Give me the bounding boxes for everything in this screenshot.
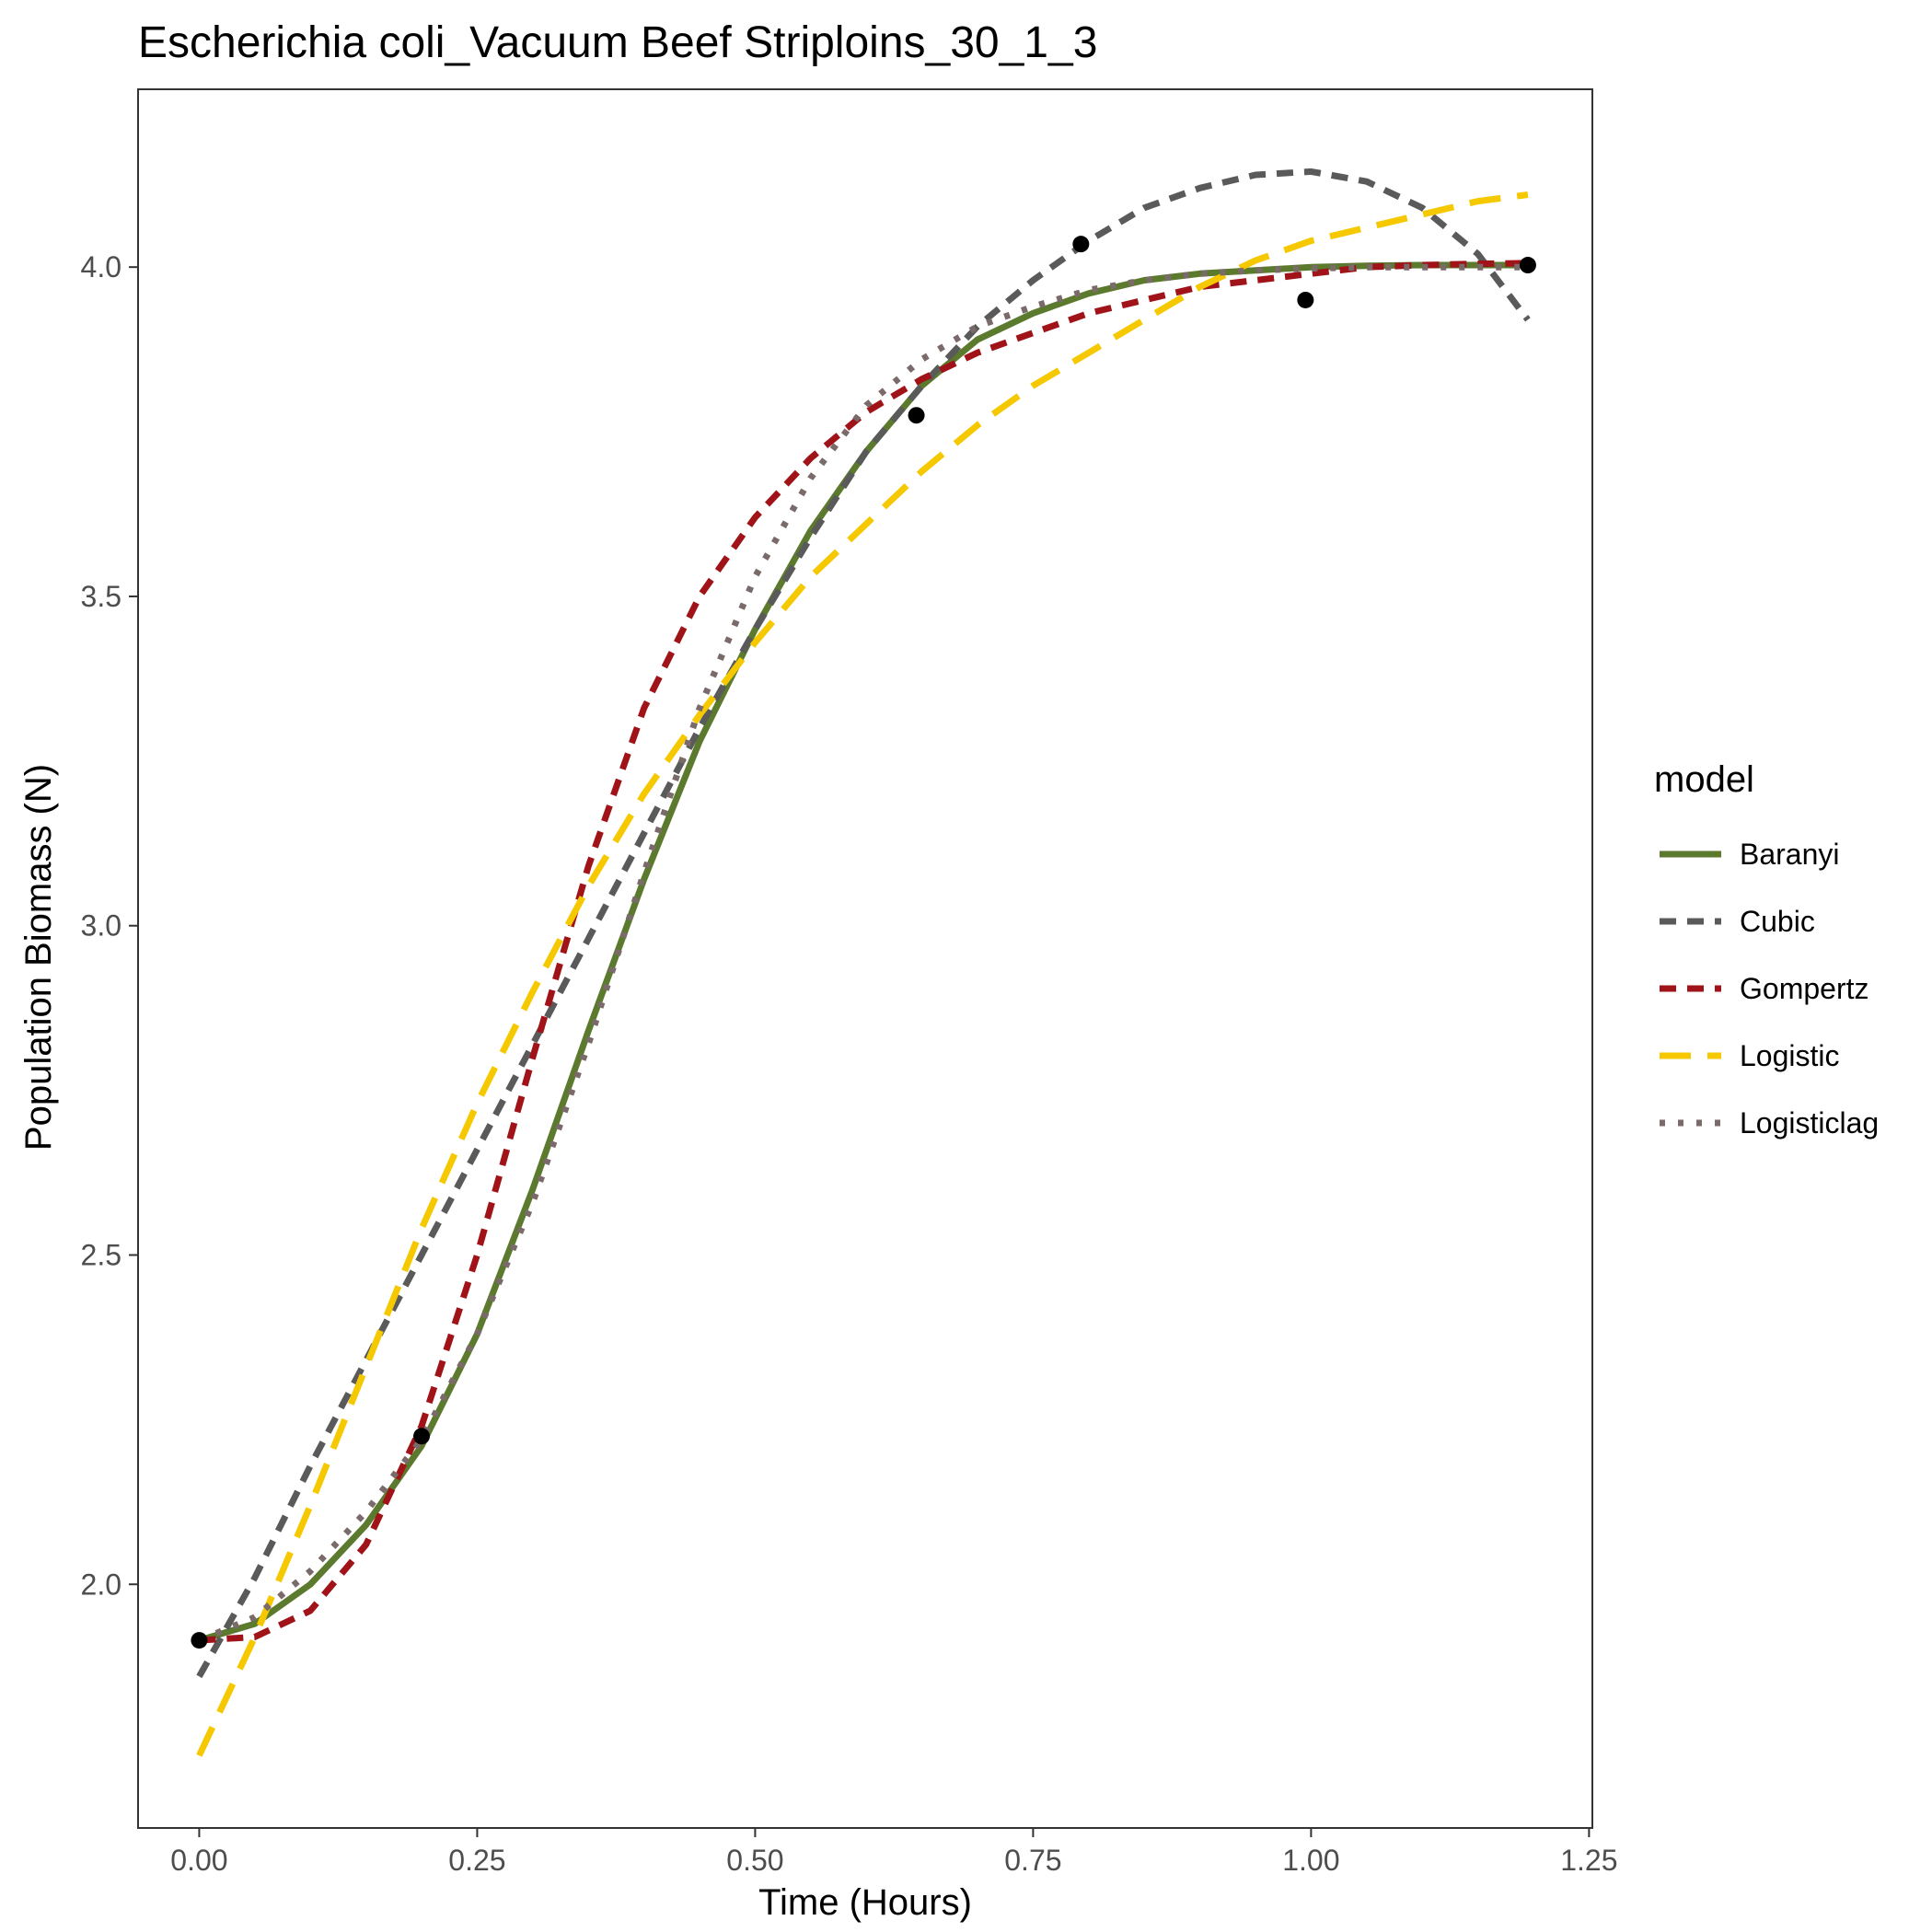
series-line-cubic	[196, 168, 1531, 1679]
x-axis-title: Time (Hours)	[758, 1882, 972, 1923]
chart-title: Escherichia coli_Vacuum Beef Striploins_…	[138, 18, 1097, 67]
x-tick-label: 1.00	[1282, 1844, 1339, 1877]
legend-label: Logistic	[1740, 1039, 1840, 1072]
series-lines	[196, 168, 1531, 1757]
data-point	[191, 1632, 208, 1649]
y-tick-label: 4.0	[81, 250, 121, 283]
legend-item-cubic: Cubic	[1660, 905, 1815, 938]
y-tick-label: 3.5	[81, 580, 121, 613]
data-point	[1297, 291, 1314, 308]
data-point	[1519, 257, 1536, 274]
x-tick-label: 0.50	[726, 1844, 783, 1877]
legend-label: Cubic	[1740, 905, 1815, 938]
series-line-logisticlag	[198, 263, 1528, 1644]
x-tick-label: 0.00	[170, 1844, 227, 1877]
y-axis-title: Population Biomass (N)	[18, 764, 59, 1151]
legend-item-baranyi: Baranyi	[1660, 838, 1840, 871]
x-tick-label: 0.75	[1004, 1844, 1061, 1877]
legend-item-gompertz: Gompertz	[1660, 972, 1868, 1005]
y-tick-label: 2.0	[81, 1568, 121, 1601]
data-points	[191, 236, 1536, 1649]
data-point	[413, 1428, 431, 1445]
series-line-gompertz	[199, 260, 1528, 1644]
legend: model Baranyi Cubic Gompertz Logistic Logist…	[1654, 759, 1879, 1140]
x-tick-label: 1.25	[1560, 1844, 1617, 1877]
legend-label: Logisticlag	[1740, 1106, 1879, 1140]
legend-label: Gompertz	[1740, 972, 1868, 1005]
legend-item-logistic: Logistic	[1660, 1039, 1840, 1072]
x-tick-label: 0.25	[448, 1844, 505, 1877]
plot-panel	[137, 88, 1593, 1829]
legend-item-logisticlag: Logisticlag	[1660, 1106, 1879, 1140]
y-axis: 2.0 2.5 3.0 3.5 4.0	[81, 250, 138, 1601]
x-axis: 0.00 0.25 0.50 0.75 1.00 1.25	[170, 1828, 1618, 1877]
y-tick-label: 3.0	[81, 909, 121, 943]
data-point	[1072, 236, 1090, 253]
data-point	[908, 407, 925, 424]
legend-title: model	[1654, 759, 1754, 800]
series-line-logistic	[196, 191, 1529, 1757]
legend-label: Baranyi	[1740, 838, 1840, 871]
y-tick-label: 2.5	[81, 1238, 121, 1271]
